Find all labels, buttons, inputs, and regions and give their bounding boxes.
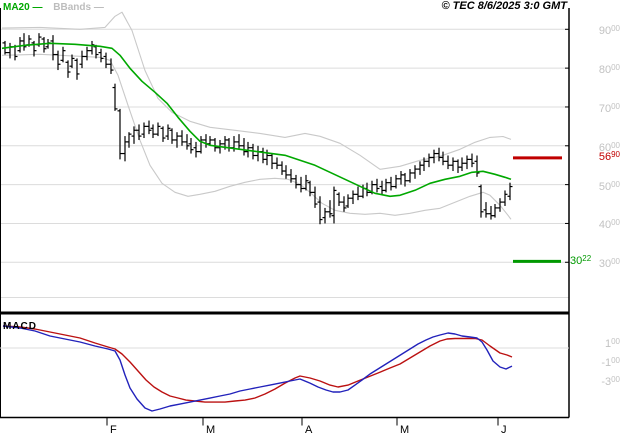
panel-separator <box>0 311 569 315</box>
support-label-sup: 22 <box>582 253 592 263</box>
price-axis-label: 9000 <box>598 24 620 38</box>
legend-bbands-label: BBands <box>53 2 92 13</box>
macd-axis-label: 100 <box>604 337 620 350</box>
macd-line <box>2 325 513 412</box>
resistance-label-sup: 90 <box>611 150 620 160</box>
ma20-line <box>1 42 512 198</box>
price-axis-label: 6000 <box>598 140 620 154</box>
price-axis-label: 5000 <box>598 179 620 193</box>
copyright-text: © TEC 8/6/2025 3:0 GMT <box>441 0 568 12</box>
resistance-level-label: 5690 <box>570 150 620 164</box>
month-label: F <box>110 424 117 436</box>
macd-panel-title: MACD <box>3 321 37 332</box>
macd-signal-line <box>2 325 513 403</box>
month-label: M <box>400 424 410 436</box>
bollinger-upper-band <box>1 11 512 170</box>
month-label: J <box>501 424 507 436</box>
support-level-label: 3022 <box>570 253 592 268</box>
bollinger-lower-band <box>1 53 512 220</box>
macd-axis-label: -100 <box>601 356 620 369</box>
price-axis-label: 4000 <box>598 218 620 232</box>
legend-ma20-swatch: — <box>32 2 43 13</box>
month-label: A <box>305 424 313 436</box>
legend-bbands-swatch: — <box>93 2 104 13</box>
price-axis-label: 7000 <box>598 101 620 115</box>
macd-axis-label: -300 <box>601 375 620 388</box>
resistance-label-main: 56 <box>598 151 612 164</box>
month-label: M <box>206 424 216 436</box>
legend-ma20-label: MA20 <box>3 2 30 13</box>
price-axis-label: 3000 <box>598 257 620 271</box>
price-axis-label: 8000 <box>598 63 620 77</box>
support-label-main: 30 <box>570 254 583 267</box>
legend: MA20 — BBands — <box>3 1 104 14</box>
